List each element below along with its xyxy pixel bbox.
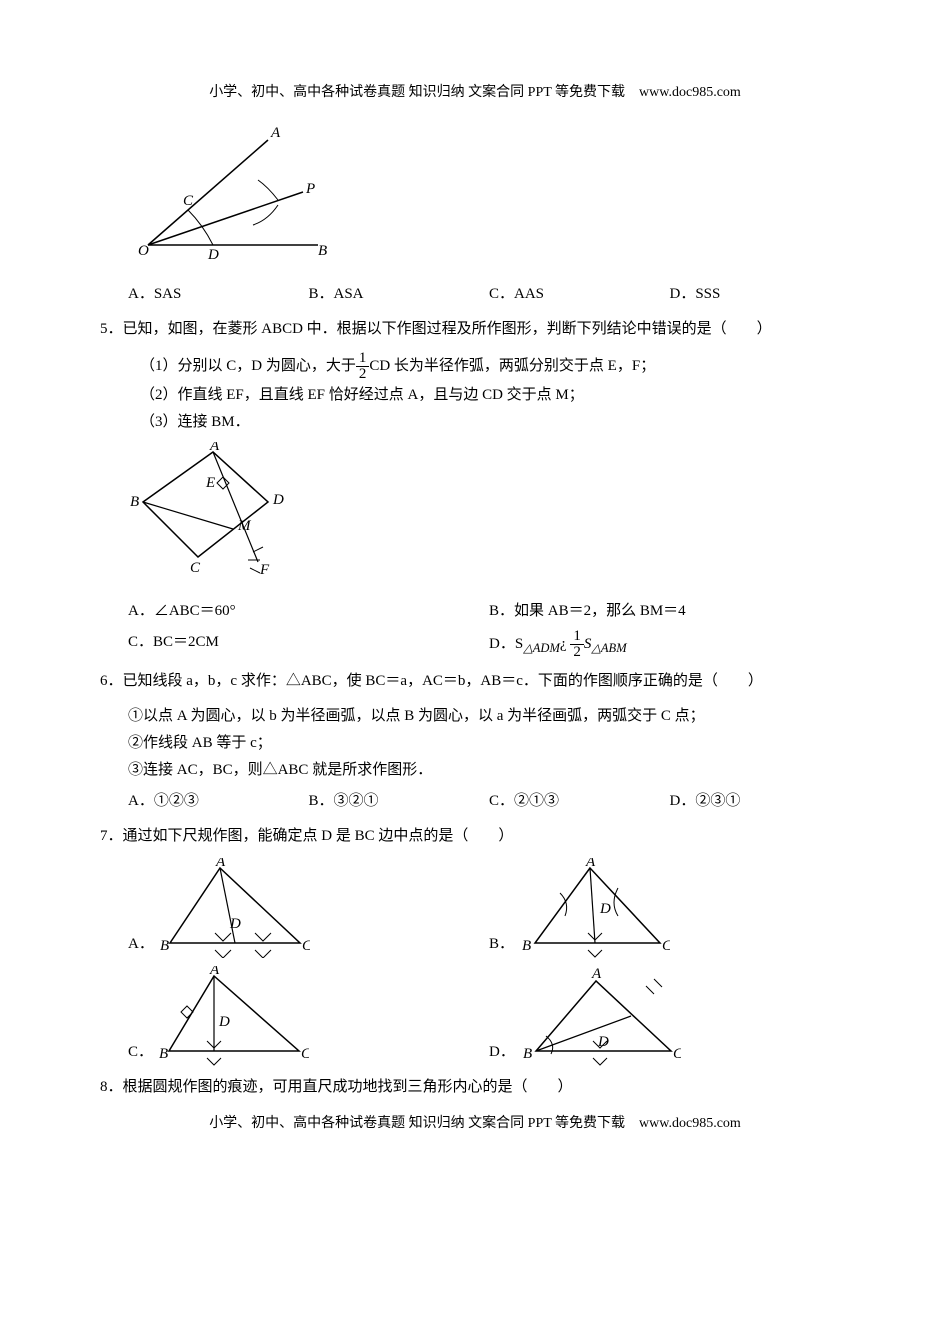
q5-step1: （1）分别以 C，D 为圆心，大于12CD 长为半径作弧，两弧分别交于点 E，F… (100, 351, 850, 382)
q6-step2: ②作线段 AB 等于 c； (100, 730, 850, 757)
svg-text:A: A (209, 442, 220, 454)
q7-label-b: B． (489, 931, 514, 958)
svg-text:C: C (301, 1046, 309, 1062)
q5-step3: （3）连接 BM． (100, 409, 850, 436)
svg-text:O: O (138, 243, 149, 259)
svg-text:D: D (218, 1014, 230, 1030)
svg-text:A: A (591, 966, 602, 982)
q4-opt-b: B．ASA (309, 281, 490, 308)
svg-text:D: D (229, 916, 241, 932)
q7-label-a: A． (128, 931, 154, 958)
svg-text:D: D (272, 492, 284, 508)
page-footer: 小学、初中、高中各种试卷真题 知识归纳 文案合同 PPT 等免费下载 www.d… (100, 1111, 850, 1136)
q5-stem: 5．已知，如图，在菱形 ABCD 中．根据以下作图过程及所作图形，判断下列结论中… (100, 316, 850, 343)
q6-step1: ①以点 A 为圆心，以 b 为半径画弧，以点 B 为圆心，以 a 为半径画弧，两… (100, 703, 850, 730)
q6-opt-b: B．③②① (309, 788, 490, 815)
q7-fig-d: A B C D (521, 966, 681, 1066)
svg-text:C: C (190, 560, 201, 576)
page-header: 小学、初中、高中各种试卷真题 知识归纳 文案合同 PPT 等免费下载 www.d… (100, 80, 850, 105)
svg-text:C: C (662, 938, 670, 954)
q7-stem: 7．通过如下尺规作图，能确定点 D 是 BC 边中点的是（ ） (100, 823, 850, 850)
q7-fig-b: A B C D (520, 858, 670, 958)
q4-opt-c: C．AAS (489, 281, 670, 308)
q6-opt-d: D．②③① (670, 788, 851, 815)
svg-text:B: B (522, 938, 531, 954)
svg-text:P: P (305, 181, 315, 197)
svg-text:E: E (205, 475, 215, 491)
q5-step2: （2）作直线 EF，且直线 EF 恰好经过点 A，且与边 CD 交于点 M； (100, 382, 850, 409)
svg-text:B: B (318, 243, 327, 259)
svg-text:C: C (673, 1046, 681, 1062)
q4-opt-a: A．SAS (128, 281, 309, 308)
figure-angle-bisector: O A B C D P (128, 125, 850, 275)
svg-text:B: B (160, 938, 169, 954)
svg-text:D: D (599, 901, 611, 917)
q5-opt-b: B．如果 AB＝2，那么 BM＝4 (489, 598, 850, 625)
q7-fig-c: A B C D (159, 966, 309, 1066)
q5-opt-a: A．∠ABC＝60° (128, 598, 489, 625)
svg-text:C: C (302, 938, 310, 954)
svg-text:A: A (215, 858, 226, 870)
q4-options: A．SAS B．ASA C．AAS D．SSS (100, 281, 850, 308)
q4-opt-d: D．SSS (670, 281, 851, 308)
q6-step3: ③连接 AC，BC，则△ABC 就是所求作图形． (100, 757, 850, 784)
svg-text:D: D (207, 247, 219, 263)
q6-opt-c: C．②①③ (489, 788, 670, 815)
q7-row2: C． A B C D D． A B C D (100, 966, 850, 1066)
svg-text:F: F (259, 562, 270, 578)
q5-opt-c: C．BC＝2CM (128, 629, 489, 660)
q7-label-c: C． (128, 1039, 153, 1066)
svg-text:C: C (183, 193, 194, 209)
q5-options-row2: C．BC＝2CM D．S△ADM¿ 12S△ABM (100, 629, 850, 660)
q5-options-row1: A．∠ABC＝60° B．如果 AB＝2，那么 BM＝4 (100, 598, 850, 625)
svg-text:A: A (585, 858, 596, 870)
q7-fig-a: A B C D (160, 858, 310, 958)
q8-stem: 8．根据圆规作图的痕迹，可用直尺成功地找到三角形内心的是（ ） (100, 1074, 850, 1101)
svg-text:A: A (209, 966, 220, 978)
q6-options: A．①②③ B．③②① C．②①③ D．②③① (100, 788, 850, 815)
svg-text:B: B (523, 1046, 532, 1062)
q7-row1: A． A B C D B． A B C D (100, 858, 850, 958)
svg-text:D: D (597, 1034, 609, 1050)
q5-opt-d: D．S△ADM¿ 12S△ABM (489, 629, 850, 660)
svg-text:B: B (130, 494, 139, 510)
svg-text:B: B (159, 1046, 168, 1062)
svg-text:A: A (270, 125, 281, 141)
q6-opt-a: A．①②③ (128, 788, 309, 815)
figure-rhombus: A B C D E F M (128, 442, 850, 592)
q6-stem: 6．已知线段 a，b，c 求作：△ABC，使 BC＝a，AC＝b，AB＝c．下面… (100, 668, 850, 695)
svg-text:M: M (237, 518, 252, 534)
q7-label-d: D． (489, 1039, 515, 1066)
